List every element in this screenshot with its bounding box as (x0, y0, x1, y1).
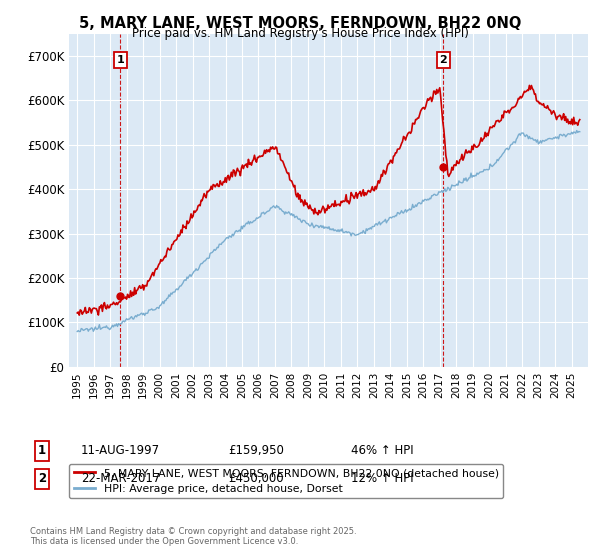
Text: £159,950: £159,950 (228, 444, 284, 458)
Legend: 5, MARY LANE, WEST MOORS, FERNDOWN, BH22 0NQ (detached house), HPI: Average pric: 5, MARY LANE, WEST MOORS, FERNDOWN, BH22… (69, 464, 503, 498)
Text: £450,000: £450,000 (228, 472, 284, 486)
Text: 12% ↑ HPI: 12% ↑ HPI (351, 472, 413, 486)
Text: 1: 1 (116, 55, 124, 66)
Text: 5, MARY LANE, WEST MOORS, FERNDOWN, BH22 0NQ: 5, MARY LANE, WEST MOORS, FERNDOWN, BH22… (79, 16, 521, 31)
Text: 22-MAR-2017: 22-MAR-2017 (81, 472, 160, 486)
Text: 2: 2 (439, 55, 447, 66)
Text: 1: 1 (38, 444, 46, 458)
Text: 11-AUG-1997: 11-AUG-1997 (81, 444, 160, 458)
Text: 2: 2 (38, 472, 46, 486)
Text: Contains HM Land Registry data © Crown copyright and database right 2025.
This d: Contains HM Land Registry data © Crown c… (30, 526, 356, 546)
Text: Price paid vs. HM Land Registry's House Price Index (HPI): Price paid vs. HM Land Registry's House … (131, 27, 469, 40)
Text: 46% ↑ HPI: 46% ↑ HPI (351, 444, 413, 458)
